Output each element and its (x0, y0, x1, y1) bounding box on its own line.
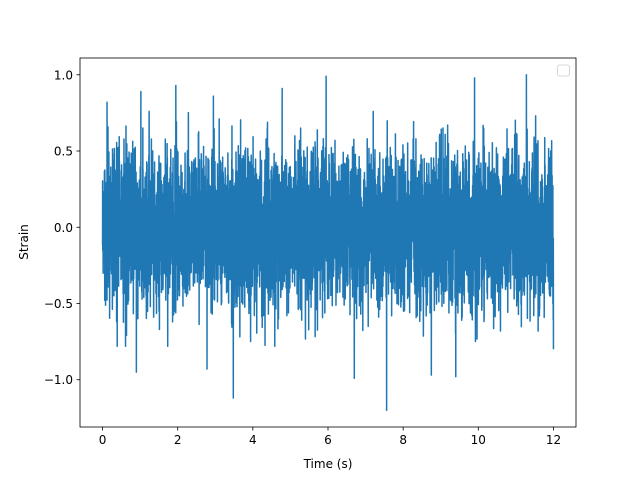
x-tick-label: 10 (471, 433, 486, 447)
strain-series-line (101, 74, 555, 411)
x-tick-label: 0 (99, 433, 107, 447)
y-tick-label: 0.5 (54, 145, 73, 159)
y-tick-label: 0.0 (54, 221, 73, 235)
y-tick-label: −1.0 (44, 373, 73, 387)
y-axis-label: Strain (17, 224, 31, 260)
y-tick-label: −0.5 (44, 297, 73, 311)
y-tick-label: 1.0 (54, 68, 73, 82)
y-axis: −1.0 −0.5 0.0 0.5 1.0 (44, 68, 80, 387)
x-tick-label: 2 (174, 433, 182, 447)
x-axis: 0 2 4 6 8 10 12 (99, 427, 561, 447)
x-tick-label: 4 (249, 433, 257, 447)
x-tick-label: 8 (399, 433, 407, 447)
x-axis-label: Time (s) (303, 457, 353, 471)
legend-box (557, 64, 570, 77)
series-layer (101, 74, 555, 411)
x-tick-label: 12 (546, 433, 561, 447)
x-tick-label: 6 (324, 433, 332, 447)
